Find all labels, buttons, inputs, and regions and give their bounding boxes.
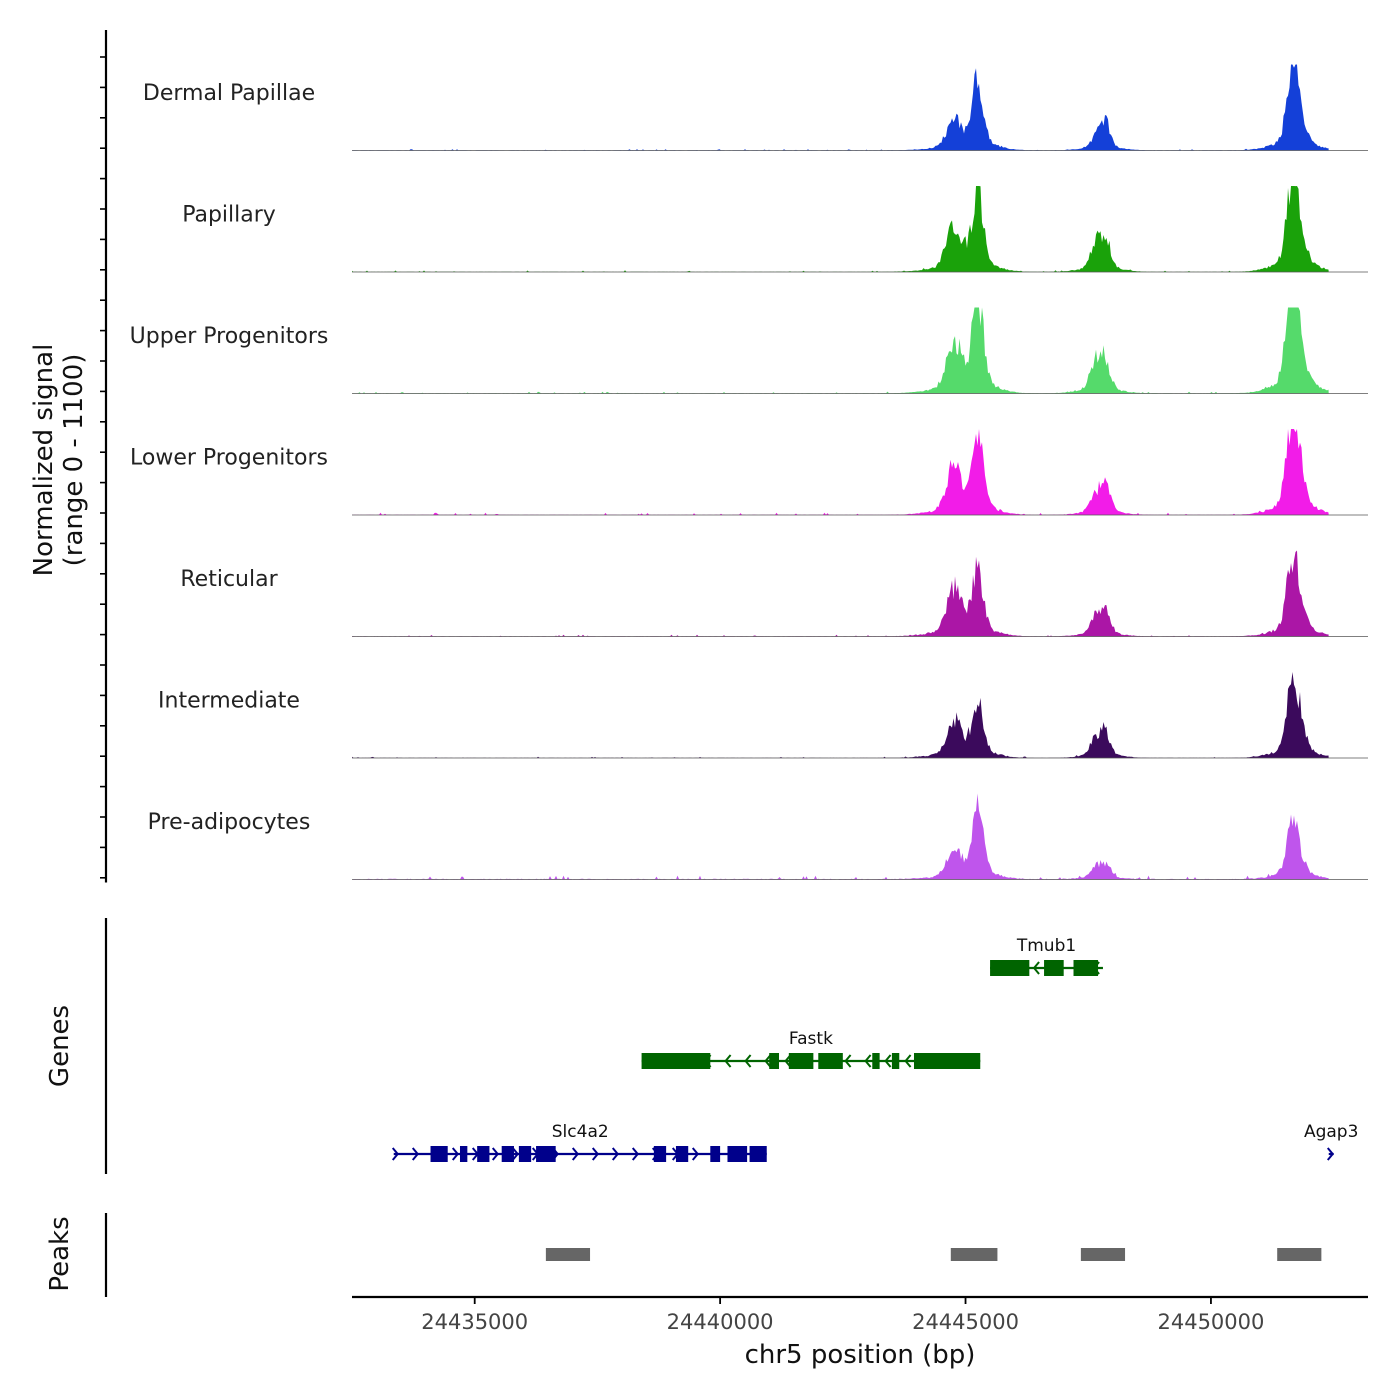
peaks-panel	[104, 1213, 1322, 1297]
signal-area-pre-adipocytes	[352, 793, 1329, 880]
y-axis-label-line2: (range 0 - 1100)	[59, 354, 89, 567]
strand-chevron	[691, 1147, 700, 1161]
x-tick-label: 24435000	[421, 1310, 528, 1334]
gene-model: Slc4a2	[391, 1122, 767, 1162]
peaks-panel-label: Peaks	[45, 1216, 75, 1291]
gene-exon	[818, 1053, 843, 1069]
y-axis-label-line1: Normalized signal	[29, 344, 59, 577]
gene-exon	[872, 1053, 880, 1069]
genes-panel-label: Genes	[45, 1005, 75, 1087]
strand-chevron	[724, 1054, 732, 1068]
gene-exon	[477, 1146, 490, 1162]
strand-chevron	[864, 1054, 872, 1068]
gene-exon	[788, 1053, 814, 1069]
strand-chevron	[884, 1054, 892, 1068]
gene-exon	[1044, 960, 1064, 976]
gene-label: Slc4a2	[552, 1122, 609, 1142]
peak-region	[545, 1248, 591, 1261]
peak-region	[1277, 1248, 1322, 1261]
strand-chevron	[391, 1147, 400, 1161]
gene-exon	[990, 960, 1030, 976]
x-axis-label: chr5 position (bp)	[745, 1340, 976, 1370]
strand-chevron	[904, 1054, 912, 1068]
gene-model: Fastk	[641, 1029, 981, 1069]
strand-chevron	[764, 1054, 772, 1068]
gene-model: Agap3	[1304, 1122, 1358, 1161]
gene-model: Tmub1	[990, 936, 1103, 976]
peak-region	[950, 1248, 998, 1261]
peak-region	[1080, 1248, 1126, 1261]
strand-chevron	[411, 1147, 420, 1161]
gene-label: Fastk	[789, 1029, 833, 1049]
gene-exon	[913, 1053, 981, 1069]
gene-exon	[891, 1053, 900, 1069]
signal-tracks: Dermal Papillae Papillary Upper Progenitor…	[130, 64, 1368, 880]
signal-area-papillary	[352, 186, 1329, 272]
signal-track: Intermediate	[158, 672, 1368, 759]
gene-exon	[675, 1146, 689, 1162]
track-label: Pre-adipocytes	[148, 810, 311, 835]
signal-area-reticular	[352, 550, 1329, 637]
signal-area-upper-progenitors	[352, 307, 1329, 394]
signal-track: Papillary	[182, 186, 1368, 273]
x-axis: 24435000 24440000 24445000 24450000	[352, 1295, 1368, 1334]
x-tick-label: 24440000	[667, 1310, 774, 1334]
track-label: Upper Progenitors	[130, 324, 329, 349]
signal-area-dermal-papillae	[352, 64, 1329, 151]
gene-exon	[536, 1146, 556, 1162]
gene-exon	[727, 1146, 748, 1162]
track-label: Lower Progenitors	[130, 446, 328, 471]
gene-exon	[710, 1146, 721, 1162]
gene-exon	[430, 1146, 448, 1162]
genes-panel: Tmub1 Fastk Slc4a2 Agap3	[104, 918, 1358, 1174]
strand-chevron	[611, 1147, 620, 1161]
x-tick-label: 24445000	[912, 1310, 1019, 1334]
x-tick-label: 24450000	[1157, 1310, 1264, 1334]
track-label: Reticular	[180, 567, 278, 592]
signal-track: Reticular	[180, 550, 1368, 637]
strand-chevron	[744, 1054, 752, 1068]
gene-exon	[769, 1053, 780, 1069]
signal-y-axis	[100, 30, 108, 883]
gene-exon	[749, 1146, 767, 1162]
strand-chevron	[1326, 1147, 1335, 1161]
gene-exon	[459, 1146, 468, 1162]
strand-chevron	[571, 1147, 580, 1161]
track-label: Papillary	[182, 203, 276, 228]
signal-area-intermediate	[352, 672, 1329, 758]
strand-chevron	[844, 1054, 852, 1068]
signal-track: Upper Progenitors	[130, 307, 1368, 394]
gene-exon	[1073, 960, 1099, 976]
gene-label: Tmub1	[1016, 936, 1076, 956]
strand-chevron	[591, 1147, 600, 1161]
gene-label: Agap3	[1304, 1122, 1358, 1142]
gene-exon	[518, 1146, 532, 1162]
strand-chevron	[1032, 961, 1040, 975]
signal-track: Pre-adipocytes	[148, 793, 1368, 880]
gene-exon	[641, 1053, 711, 1069]
signal-track: Dermal Papillae	[143, 64, 1368, 151]
strand-chevron	[491, 1147, 500, 1161]
strand-chevron	[511, 1147, 520, 1161]
gene-exon	[653, 1146, 667, 1162]
signal-track: Lower Progenitors	[130, 429, 1368, 516]
track-label: Intermediate	[158, 689, 300, 714]
strand-chevron	[631, 1147, 640, 1161]
gene-exon	[501, 1146, 514, 1162]
signal-area-lower-progenitors	[352, 429, 1329, 515]
strand-chevron	[451, 1147, 460, 1161]
track-label: Dermal Papillae	[143, 81, 315, 106]
